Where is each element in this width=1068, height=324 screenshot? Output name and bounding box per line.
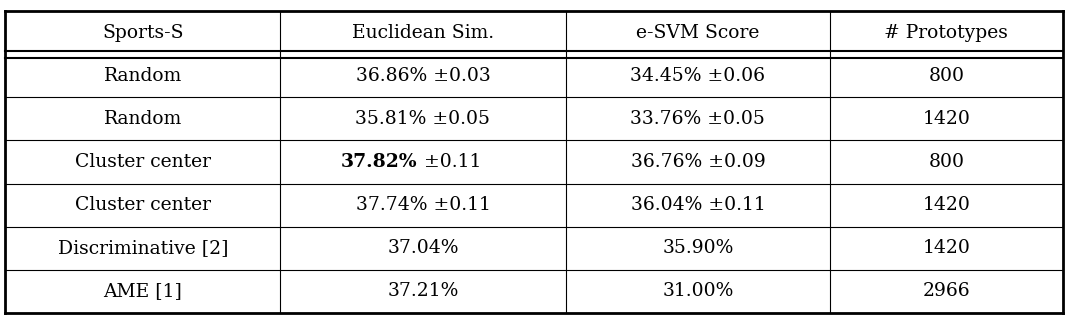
Text: 800: 800 xyxy=(928,153,964,171)
Text: Discriminative [2]: Discriminative [2] xyxy=(58,239,229,257)
Text: 33.76% ±0.05: 33.76% ±0.05 xyxy=(630,110,766,128)
Text: 800: 800 xyxy=(928,67,964,85)
Text: 2966: 2966 xyxy=(923,282,970,300)
Text: 36.04% ±0.11: 36.04% ±0.11 xyxy=(630,196,766,214)
Text: 36.86% ±0.03: 36.86% ±0.03 xyxy=(356,67,490,85)
Text: 35.81% ±0.05: 35.81% ±0.05 xyxy=(356,110,490,128)
Text: 37.74% ±0.11: 37.74% ±0.11 xyxy=(356,196,490,214)
Text: e-SVM Score: e-SVM Score xyxy=(637,24,759,42)
Text: 36.76% ±0.09: 36.76% ±0.09 xyxy=(630,153,766,171)
Text: Euclidean Sim.: Euclidean Sim. xyxy=(352,24,494,42)
Text: 1420: 1420 xyxy=(923,196,971,214)
Text: Cluster center: Cluster center xyxy=(75,196,210,214)
Text: AME [1]: AME [1] xyxy=(104,282,183,300)
Text: Cluster center: Cluster center xyxy=(75,153,210,171)
Text: # Prototypes: # Prototypes xyxy=(884,24,1008,42)
Text: Random: Random xyxy=(104,67,182,85)
Text: Sports-S: Sports-S xyxy=(103,24,184,42)
Text: 1420: 1420 xyxy=(923,110,971,128)
Text: 37.04%: 37.04% xyxy=(388,239,459,257)
Text: 37.21%: 37.21% xyxy=(388,282,458,300)
Text: 31.00%: 31.00% xyxy=(662,282,734,300)
Text: Random: Random xyxy=(104,110,182,128)
Text: 1420: 1420 xyxy=(923,239,971,257)
Text: 35.90%: 35.90% xyxy=(662,239,734,257)
Text: 34.45% ±0.06: 34.45% ±0.06 xyxy=(630,67,766,85)
Text: ±0.11: ±0.11 xyxy=(418,153,481,171)
Text: 37.82%: 37.82% xyxy=(341,153,418,171)
